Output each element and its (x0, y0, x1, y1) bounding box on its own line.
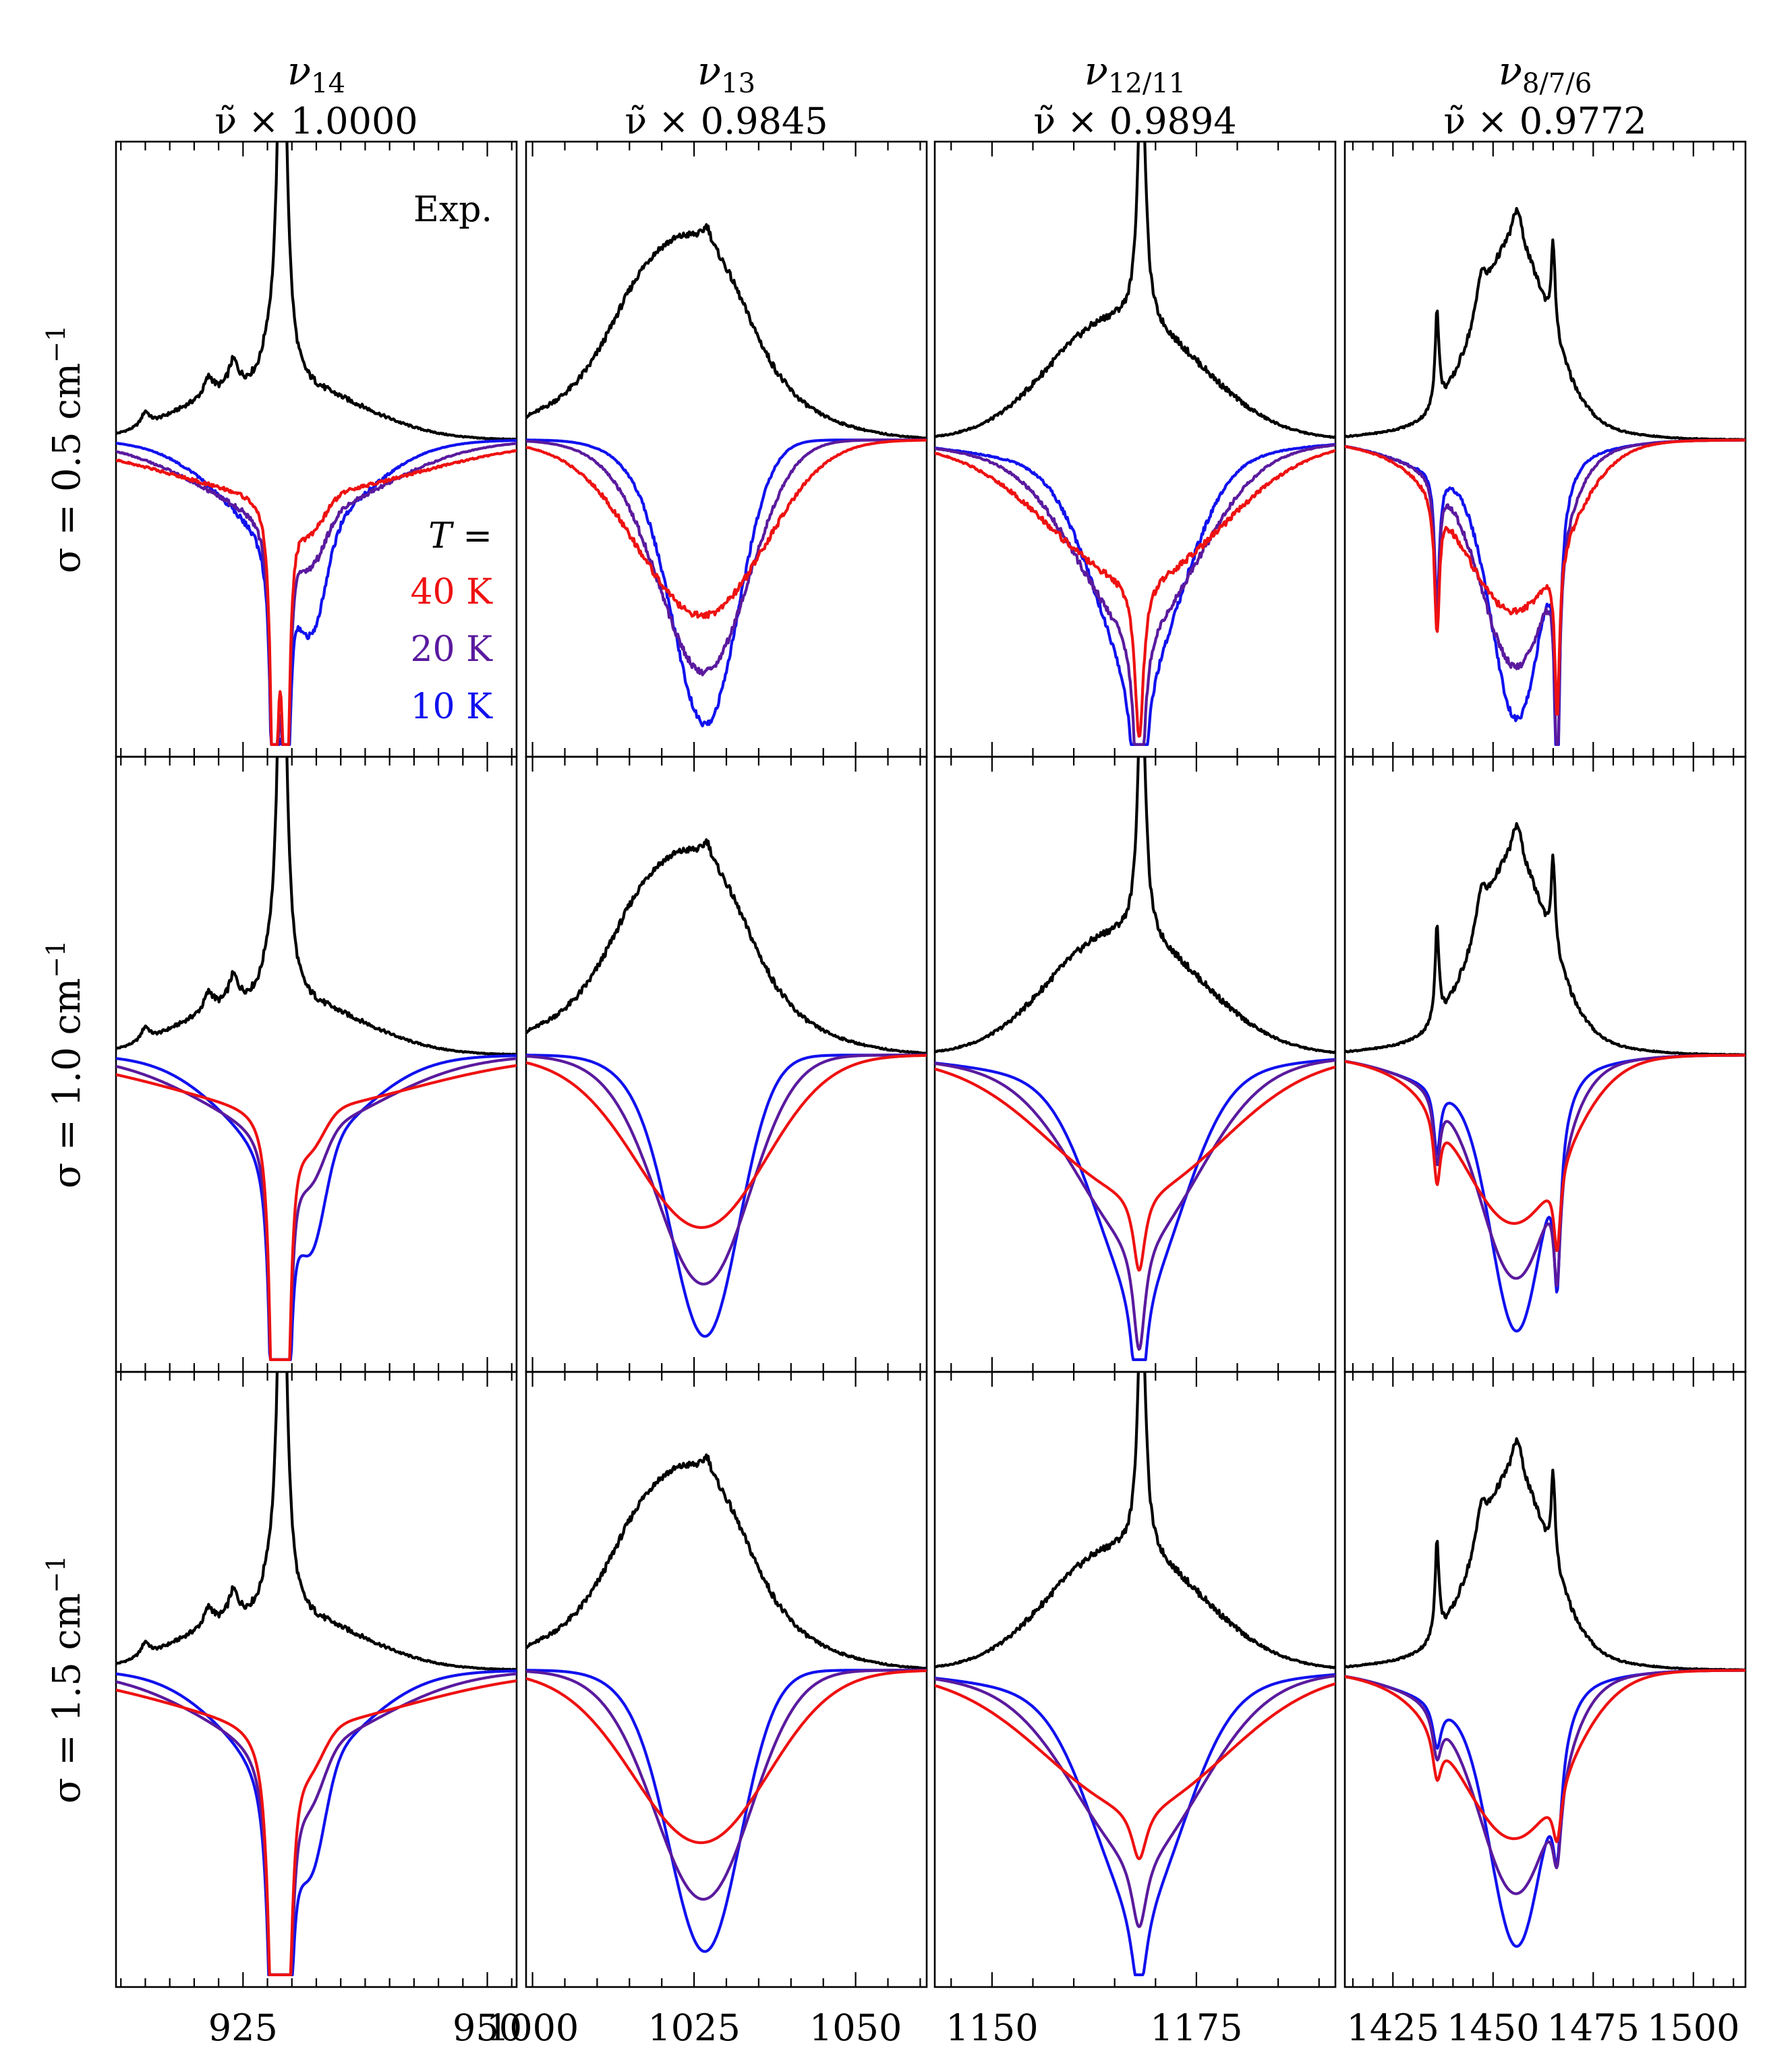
row-label-1: σ = 1.0 cm−1 (41, 940, 89, 1188)
column-title-v14: ν14 (287, 48, 345, 99)
panel-v13-row0 (525, 140, 928, 758)
column-scale-v876: ν̃ × 0.9772 (1443, 100, 1646, 142)
series-40k (1345, 1669, 1745, 1843)
series-40k (935, 1682, 1335, 1860)
series-exp (935, 142, 1335, 439)
series-20k (526, 1054, 927, 1286)
series-10k (526, 438, 927, 728)
series-10k (1345, 1054, 1745, 1333)
series-10k (935, 1058, 1335, 1361)
series-20k (1345, 438, 1745, 746)
panel-frame (115, 1371, 518, 1988)
series-10k (116, 1669, 517, 1976)
panel-v876-row0 (1343, 140, 1747, 758)
panel-v13-row1 (525, 755, 928, 1373)
x-tick-label: 1150 (946, 2007, 1038, 2049)
series-10k (116, 438, 517, 746)
legend-t-label: T = (428, 516, 492, 556)
panel-v12-row1 (933, 755, 1337, 1373)
series-40k (935, 1065, 1335, 1272)
column-title-v876: ν8/7/6 (1499, 48, 1592, 99)
x-tick-label: 925 (208, 2007, 278, 2049)
panel-frame (525, 1371, 928, 1988)
legend-10k: 10 K (410, 687, 493, 727)
x-tick-label: 1175 (1150, 2007, 1242, 2049)
series-20k (526, 438, 927, 677)
series-40k (116, 1679, 517, 1976)
panel-v12-row0 (933, 140, 1337, 758)
legend-20k: 20 K (410, 629, 493, 670)
series-exp (526, 223, 927, 440)
panel-v12-row2 (933, 1371, 1337, 1988)
series-40k (526, 1669, 927, 1845)
series-40k (1345, 438, 1745, 716)
series-20k (116, 1672, 517, 1976)
series-10k (935, 1673, 1335, 1976)
panel-frame (115, 755, 518, 1373)
x-tick-label: 1475 (1547, 2007, 1640, 2049)
series-10k (1345, 438, 1745, 746)
row-label-2: σ = 1.5 cm−1 (41, 1555, 89, 1804)
series-exp (1345, 822, 1745, 1057)
column-title-v13: ν13 (697, 48, 755, 99)
series-40k (935, 449, 1335, 738)
series-20k (1345, 1054, 1745, 1288)
panel-v876-row1 (1343, 755, 1747, 1373)
panel-v13-row2 (525, 1371, 928, 1988)
series-10k (116, 1054, 517, 1361)
series-20k (526, 1669, 927, 1901)
series-10k (1345, 1669, 1745, 1948)
x-tick-label: 1500 (1647, 2007, 1739, 2049)
x-tick-label: 1000 (486, 2007, 579, 2049)
legend: Exp. T = 40 K 20 K 10 K (410, 190, 493, 727)
series-40k (1345, 1054, 1745, 1253)
panel-v14-row1 (115, 755, 518, 1373)
legend-40k: 40 K (410, 572, 493, 612)
series-40k (526, 438, 927, 619)
series-exp (526, 838, 927, 1056)
series-20k (935, 443, 1335, 746)
series-40k (116, 449, 517, 746)
legend-exp-label: Exp. (413, 190, 492, 230)
row-label-0: σ = 0.5 cm−1 (41, 325, 89, 573)
x-tick-label: 1050 (809, 2007, 902, 2049)
series-exp (116, 757, 517, 1056)
series-20k (116, 1057, 517, 1361)
column-scale-v14: ν̃ × 1.0000 (214, 100, 417, 142)
panel-frame (1343, 140, 1747, 758)
column-title-v12: ν12/11 (1085, 48, 1186, 99)
series-exp (935, 1372, 1335, 1669)
panel-frame (1343, 755, 1747, 1373)
row-labels: σ = 0.5 cm−1 σ = 1.0 cm−1 σ = 1.5 cm−1 (41, 325, 89, 1804)
x-tick-label: 950 (453, 2007, 522, 2049)
series-exp (935, 757, 1335, 1054)
series-exp (1345, 1437, 1745, 1672)
column-scale-v13: ν̃ × 0.9845 (625, 100, 828, 142)
series-20k (935, 1674, 1335, 1928)
panel-frame (1343, 1371, 1747, 1988)
x-tick-label: 1025 (647, 2007, 740, 2049)
series-exp (526, 1453, 927, 1671)
panels (115, 140, 1747, 1988)
series-exp (116, 142, 517, 441)
series-exp (116, 1372, 517, 1671)
panel-v14-row2 (115, 1371, 518, 1988)
column-scale-v12: ν̃ × 0.9894 (1033, 100, 1236, 142)
x-tick-label: 1450 (1447, 2007, 1539, 2049)
x-tick-label: 1425 (1347, 2007, 1439, 2049)
series-40k (116, 1064, 517, 1361)
series-20k (935, 1058, 1335, 1351)
panel-v876-row2 (1343, 1371, 1747, 1988)
series-40k (526, 1054, 927, 1230)
series-exp (1345, 206, 1745, 442)
